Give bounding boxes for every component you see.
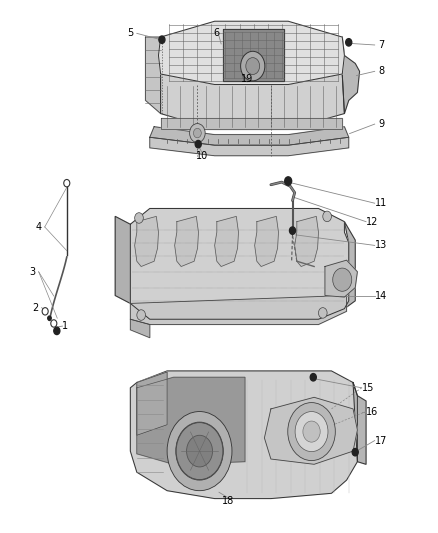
Circle shape: [288, 402, 336, 461]
Polygon shape: [295, 216, 318, 266]
Text: 13: 13: [375, 240, 387, 251]
Text: 14: 14: [375, 290, 387, 301]
Text: 4: 4: [35, 222, 41, 232]
Circle shape: [195, 140, 201, 148]
Polygon shape: [131, 295, 346, 325]
Text: 11: 11: [375, 198, 387, 208]
Circle shape: [285, 177, 292, 185]
Circle shape: [352, 448, 358, 456]
Text: 1: 1: [63, 321, 68, 331]
Circle shape: [187, 435, 212, 467]
Polygon shape: [254, 216, 279, 266]
Polygon shape: [137, 372, 167, 435]
Text: 7: 7: [378, 40, 384, 50]
Circle shape: [64, 180, 70, 187]
Text: 16: 16: [367, 407, 378, 417]
Polygon shape: [215, 216, 238, 266]
Text: 9: 9: [378, 119, 384, 129]
Text: 6: 6: [214, 28, 220, 38]
Polygon shape: [131, 208, 349, 319]
Polygon shape: [145, 37, 161, 114]
Circle shape: [176, 423, 223, 480]
Circle shape: [51, 320, 57, 327]
Text: 5: 5: [127, 28, 134, 38]
Circle shape: [295, 411, 328, 451]
Text: 19: 19: [241, 74, 253, 84]
Circle shape: [159, 36, 165, 43]
Polygon shape: [150, 138, 349, 156]
Circle shape: [134, 213, 143, 223]
Circle shape: [333, 268, 352, 292]
Circle shape: [240, 51, 265, 81]
Circle shape: [290, 227, 296, 235]
Polygon shape: [353, 383, 366, 464]
Polygon shape: [134, 216, 159, 266]
Polygon shape: [223, 29, 284, 81]
Text: 2: 2: [32, 303, 39, 313]
Circle shape: [310, 374, 316, 381]
Text: 3: 3: [29, 267, 35, 277]
Circle shape: [48, 316, 51, 320]
Polygon shape: [265, 397, 357, 464]
Circle shape: [346, 39, 352, 46]
Circle shape: [246, 58, 260, 75]
Circle shape: [54, 327, 60, 335]
Circle shape: [303, 421, 320, 442]
Polygon shape: [115, 216, 131, 303]
Text: 8: 8: [378, 66, 384, 76]
Polygon shape: [159, 21, 344, 85]
Polygon shape: [325, 260, 357, 297]
Circle shape: [42, 308, 48, 315]
Polygon shape: [344, 222, 355, 309]
Polygon shape: [150, 127, 349, 145]
Text: 17: 17: [375, 435, 387, 446]
Text: 15: 15: [362, 383, 374, 393]
Text: 18: 18: [222, 496, 234, 506]
Circle shape: [318, 308, 327, 318]
Polygon shape: [175, 216, 198, 266]
Polygon shape: [342, 37, 360, 114]
Circle shape: [194, 128, 201, 138]
Polygon shape: [161, 118, 342, 130]
Text: 12: 12: [366, 217, 379, 227]
Polygon shape: [137, 377, 245, 464]
Circle shape: [137, 310, 145, 320]
Polygon shape: [131, 319, 150, 338]
Circle shape: [323, 211, 332, 222]
Circle shape: [190, 124, 205, 142]
Polygon shape: [131, 371, 357, 498]
Circle shape: [167, 411, 232, 491]
Text: 10: 10: [196, 151, 208, 161]
Polygon shape: [161, 74, 344, 130]
Circle shape: [176, 422, 223, 480]
